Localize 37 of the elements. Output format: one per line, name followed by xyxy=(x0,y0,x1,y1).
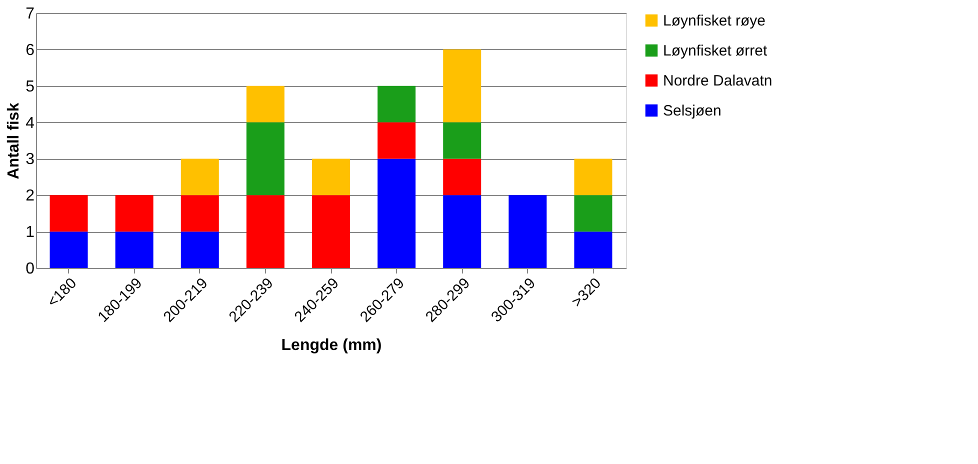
bar xyxy=(312,195,350,268)
y-tick-label: 5 xyxy=(26,78,35,96)
bar xyxy=(378,86,416,122)
y-axis-title: Antall fisk xyxy=(6,102,23,180)
bar xyxy=(115,195,154,232)
bar xyxy=(246,195,284,268)
bar xyxy=(180,195,219,232)
bar xyxy=(443,158,482,196)
bar xyxy=(508,195,547,268)
bar xyxy=(574,232,612,268)
bar xyxy=(574,158,612,196)
bar xyxy=(312,158,350,196)
bar xyxy=(443,49,482,122)
bar xyxy=(443,122,482,159)
bar xyxy=(574,195,612,232)
y-tick-label: 3 xyxy=(26,151,35,168)
bar xyxy=(180,158,219,196)
bar xyxy=(378,158,416,268)
x-axis-title: Lengde (mm) xyxy=(281,337,382,354)
y-tick-label: 7 xyxy=(26,6,35,22)
bar xyxy=(115,232,154,268)
y-tick-label: 4 xyxy=(26,114,35,132)
legend-label: Løynfisket ørret xyxy=(663,42,768,60)
legend-label: Nordre Dalavatn xyxy=(663,72,772,90)
bar xyxy=(50,232,88,268)
bar xyxy=(50,195,88,232)
bar xyxy=(378,122,416,159)
bar xyxy=(246,86,284,122)
bar xyxy=(246,122,284,196)
legend-label: Selsjøen xyxy=(663,102,722,120)
y-tick-label: 0 xyxy=(26,260,35,278)
bar xyxy=(443,195,482,268)
legend-label: Løynfisket røye xyxy=(663,12,766,30)
y-tick-label: 1 xyxy=(26,224,35,242)
y-tick-label: 2 xyxy=(26,188,35,205)
y-tick-label: 6 xyxy=(26,42,35,59)
bar xyxy=(180,232,219,268)
